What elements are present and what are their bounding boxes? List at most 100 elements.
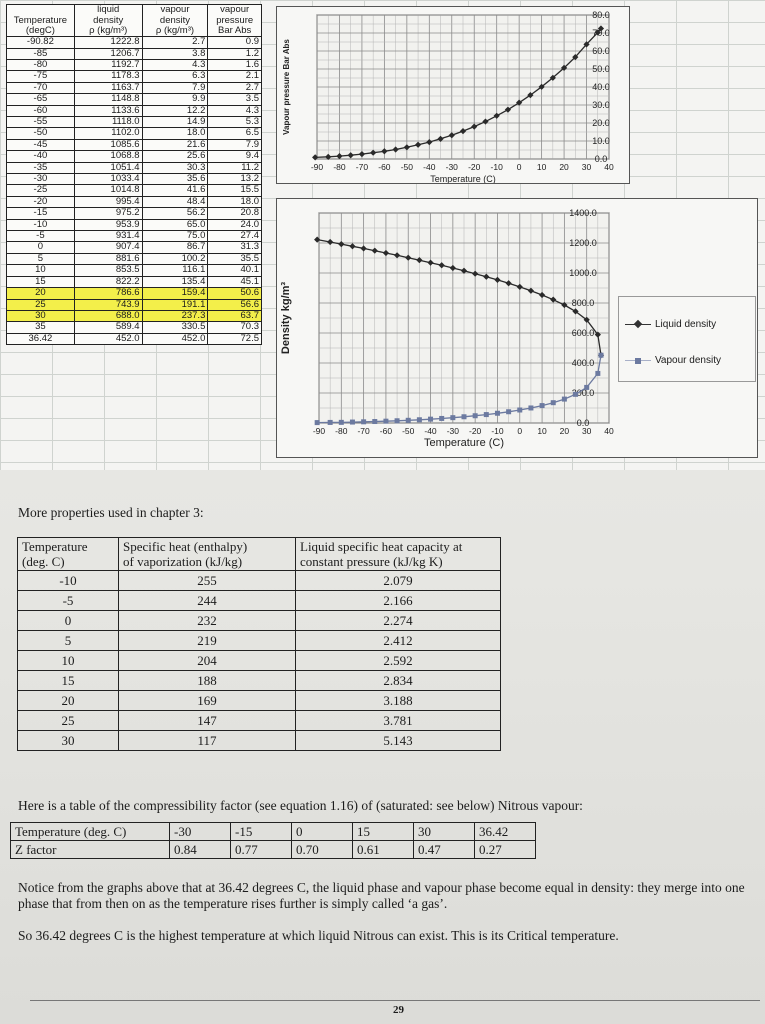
sheet-cell: 50.6 [207,287,262,300]
sheet-cell: 41.6 [141,184,209,197]
sheet-cell: 1192.7 [73,58,143,72]
sheet-cell: -40 [6,150,75,163]
properties-cell: 204 [118,650,296,671]
properties-cell: 20 [17,690,119,711]
x-tick-label: -20 [469,426,482,436]
data-point [314,420,320,426]
sheet-cell: -55 [6,115,75,129]
properties-cell: 2.166 [295,590,501,611]
y-tick-label: 600.0 [572,328,595,338]
x-tick-label: 10 [537,162,547,172]
z-temperature-cell: 36.42 [474,822,536,841]
data-point [517,407,523,413]
sheet-header-row: liquid vapour vapour [6,4,262,16]
sheet-cell: 70.3 [207,321,262,334]
y-tick-label: 10.0 [592,136,610,146]
z-factor-label: Z factor [10,840,170,859]
vapour-density-swatch [625,357,651,365]
z-factor-cell: 0.47 [413,840,475,859]
sheet-cell: 12.2 [141,104,209,118]
sheet-header-cell: Bar Abs [207,26,262,38]
properties-cell: 3.188 [295,690,501,711]
y-tick-label: 60.0 [592,46,610,56]
sheet-data-row: -60 1133.6 12.2 4.3 [6,104,262,118]
y-tick-label: 1400.0 [569,208,597,218]
x-tick-label: 30 [582,162,592,172]
header-enthalpy-line1: Specific heat (enthalpy) [123,539,248,554]
sheet-data-row: -80 1192.7 4.3 1.6 [6,58,262,72]
sheet-header-cell: density [141,15,209,26]
sheet-data-row: -25 1014.8 41.6 15.5 [6,184,262,197]
z-temperature-cell: 30 [413,822,475,841]
liquid-density-swatch [625,321,651,329]
properties-cell: 5 [17,630,119,651]
sheet-cell: -50 [6,127,75,140]
sheet-cell: -70 [6,81,75,95]
sheet-cell: 45.1 [207,275,262,289]
sheet-cell: 330.5 [141,321,209,334]
sheet-cell: 1068.8 [73,150,143,163]
x-tick-label: 0 [517,426,522,436]
sheet-cell: -80 [6,58,75,72]
x-tick-label: 40 [604,162,614,172]
sheet-cell: 995.4 [73,195,143,209]
data-point [327,419,333,425]
z-temperature-cell: 0 [291,822,353,841]
sheet-cell: 881.6 [73,252,143,266]
legend-vapour-label: Vapour density [655,355,721,366]
sheet-cell: 7.9 [207,138,262,152]
properties-row: 0 232 2.274 [17,610,501,631]
x-tick-label: 30 [582,426,592,436]
data-point [361,419,367,425]
sheet-cell: 0 [6,241,75,254]
data-point [459,127,467,135]
sheet-cell: 24.0 [207,218,262,232]
sheet-cell: 15 [6,275,75,289]
sheet-cell: 100.2 [141,252,209,266]
sheet-data-row: -10 953.9 65.0 24.0 [6,218,262,232]
properties-cell: 10 [17,650,119,671]
sheet-header-cell: ρ (kg/m³) [73,26,143,38]
sheet-cell: 9.4 [207,150,262,163]
sheet-cell: 48.4 [141,195,209,209]
sheet-cell: 75.0 [141,230,209,243]
x-tick-label: -60 [380,426,393,436]
sheet-data-row: -40 1068.8 25.6 9.4 [6,150,262,163]
sheet-cell: 1163.7 [73,81,143,95]
sheet-cell: 237.3 [141,309,209,323]
properties-cell: 117 [118,730,296,751]
sheet-cell: 2.7 [207,81,262,95]
properties-row: 5 219 2.412 [17,630,501,651]
y-tick-label: 800.0 [572,298,595,308]
data-point [506,409,512,415]
properties-row: 25 147 3.781 [17,710,501,731]
sheet-cell: -90.82 [6,36,75,49]
sheet-cell: -85 [6,47,75,61]
sheet-data-row: 35 589.4 330.5 70.3 [6,321,262,334]
sheet-cell: -25 [6,184,75,197]
sheet-cell: 65.0 [141,218,209,232]
header-enthalpy-line2: of vaporization (kJ/kg) [123,554,243,569]
footer-rule [30,1000,760,1001]
z-temperature-cell: -30 [169,822,231,841]
sheet-data-row: -5 931.4 75.0 27.4 [6,230,262,243]
sheet-cell: 1014.8 [73,184,143,197]
y-tick-label: 1000.0 [569,268,597,278]
data-point [381,148,388,155]
sheet-cell: 20 [6,287,75,300]
sheet-cell: 7.9 [141,81,209,95]
sheet-cell: 27.4 [207,230,262,243]
properties-row: -10 255 2.079 [17,570,501,591]
properties-cell: 2.079 [295,570,501,591]
sheet-cell: 21.6 [141,138,209,152]
data-point [573,391,579,397]
data-point [584,384,590,390]
properties-cell: 5.143 [295,730,501,751]
sheet-cell: 25.6 [141,150,209,163]
sheet-cell: 853.5 [73,264,143,277]
properties-cell: 0 [17,610,119,631]
data-point [325,153,332,160]
sheet-cell: -35 [6,161,75,175]
properties-cell: 15 [17,670,119,691]
header-temperature-line1: Temperature [22,539,88,554]
